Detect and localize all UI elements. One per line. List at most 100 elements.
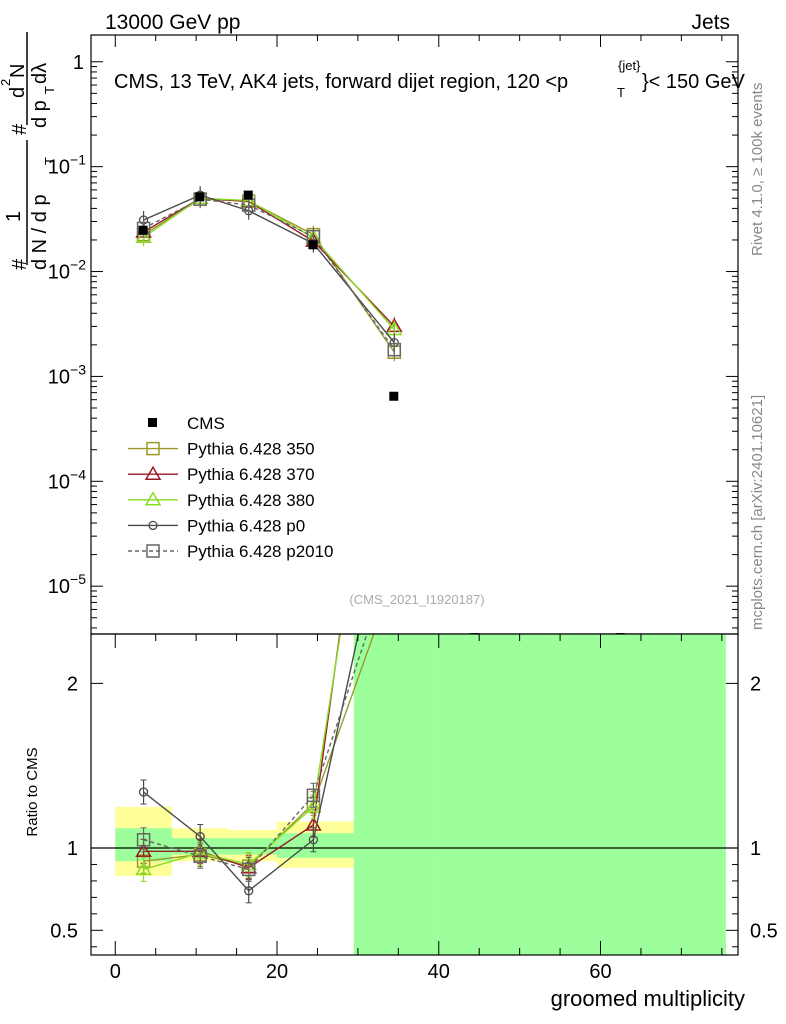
ratio-axes-layer: 0 20 40 60 0.5 0.5 1 1 2 2 — [50, 633, 778, 983]
legend: CMS Pythia 6.428 350 Pythia 6.428 370 Pythi… — [128, 414, 334, 561]
ylabel-den2-tail: dλ — [29, 63, 51, 84]
x-tick-label: 40 — [428, 961, 450, 983]
series-pythia-6-428-380-point — [135, 228, 152, 244]
ylabel-num-sup: 2 — [0, 79, 13, 86]
header-energy-label: 13000 GeV pp — [105, 11, 240, 34]
main-y-tick-label: 1 — [73, 52, 84, 74]
ratio-series-layer — [135, 634, 375, 904]
main-y-tick-label-base: 10 — [48, 576, 70, 598]
series-pythia-6-428-380-line — [143, 197, 395, 330]
legend-entry-pythia-6-428-370-marker — [144, 465, 162, 480]
legend-entry-pythia-6-428-370-label: Pythia 6.428 370 — [187, 465, 315, 484]
ratio-series-pythia-6-428-380-point — [135, 860, 152, 876]
main-y-tick-label: 10−4 — [48, 466, 86, 493]
plot-title-sup: {jet} — [618, 58, 641, 73]
ratio-y-axis-label: Ratio to CMS — [24, 747, 41, 836]
ylabel-num-n: N — [7, 64, 29, 78]
legend-entry-pythia-6-428-370: Pythia 6.428 370 — [128, 465, 315, 484]
ratio-series-pythia-6-428-p2010-point — [193, 849, 207, 863]
ylabel-hash-1: # — [9, 258, 31, 270]
ratio-stat-uncertainty-band — [438, 634, 726, 955]
ratio-y-tick-label-right: 0.5 — [750, 920, 778, 942]
legend-marker-cms — [148, 418, 157, 427]
ratio-stat-uncertainty-band — [353, 634, 439, 955]
mcplots-source-label: mcplots.cern.ch [arXiv:2401.10621] — [749, 395, 766, 630]
main-y-tick-label: 10−2 — [48, 257, 86, 284]
main-y-tick-label-base: 10 — [48, 366, 70, 388]
legend-entry-pythia-6-428-380: Pythia 6.428 380 — [128, 491, 315, 510]
cms-data-point — [308, 240, 318, 250]
x-tick-label: 0 — [110, 961, 121, 983]
series-pythia-6-428-p2010-point — [387, 342, 402, 357]
main-y-tick-label-exp: −1 — [70, 152, 86, 168]
legend-entry-pythia-6-428-350: Pythia 6.428 350 — [128, 440, 315, 459]
cms-data-point — [389, 391, 399, 401]
ratio-bands-layer — [91, 634, 738, 955]
main-y-tick-label: 10−3 — [48, 361, 86, 388]
series-pythia-6-428-370-line — [143, 197, 395, 327]
legend-entry-pythia-6-428-350-label: Pythia 6.428 350 — [187, 440, 315, 459]
ratio-series-pythia-6-428-p0-point — [138, 787, 149, 797]
ratio-series-pythia-6-428-p0-point — [244, 886, 254, 896]
legend-entry-pythia-6-428-p0: Pythia 6.428 p0 — [128, 516, 305, 535]
main-clipped-series — [135, 186, 625, 634]
legend-entry-pythia-6-428-380-marker — [144, 491, 162, 506]
main-y-tick-label-exp: −3 — [70, 361, 86, 377]
x-tick-label: 20 — [266, 961, 288, 983]
legend-entry-pythia-6-428-p2010-label: Pythia 6.428 p2010 — [187, 542, 334, 561]
ylabel-hash-2: # — [9, 123, 31, 135]
ratio-series-pythia-6-428-p0-point — [195, 831, 205, 842]
ratio-frame — [90, 633, 739, 956]
series-pythia-6-428-350-line — [143, 198, 395, 353]
ratio-panel: 0 20 40 60 0.5 0.5 1 1 2 2 — [50, 633, 778, 983]
ratio-series-pythia-6-428-p2010-point — [136, 833, 151, 847]
ratio-y-tick-label-right: 1 — [750, 838, 761, 860]
legend-entry-cms-label: CMS — [187, 414, 225, 433]
main-y-tick-label-base: 10 — [48, 471, 70, 493]
ratio-series-pythia-6-428-370-point — [135, 842, 152, 858]
rivet-version-label: Rivet 4.1.0, ≥ 100k events — [749, 83, 766, 256]
ratio-series-pythia-6-428-p2010-point — [241, 862, 256, 877]
main-y-axis-label: # 1 d N / d p T # d 2 N d p T dλ — [0, 32, 57, 270]
main-y-tick-label-base: 10 — [48, 262, 70, 284]
ratio-series-clipped — [135, 634, 375, 904]
legend-entry-pythia-6-428-350-marker — [146, 441, 160, 456]
legend-entry-pythia-6-428-p2010-marker — [146, 544, 160, 558]
ratio-series-pythia-6-428-p0-point — [308, 835, 319, 845]
main-axes-layer: 110−110−210−310−410−5 — [48, 34, 739, 635]
ylabel-den-sub: T — [42, 157, 57, 165]
ylabel-den: d N / d p — [29, 194, 51, 270]
legend-entry-pythia-6-428-p0-label: Pythia 6.428 p0 — [187, 516, 305, 535]
x-axis-label: groomed multiplicity — [551, 986, 745, 1011]
main-y-tick-label: 10−5 — [48, 571, 86, 598]
ratio-series-pythia-6-428-p2010 — [136, 634, 368, 882]
series-pythia-6-428-350 — [136, 190, 402, 362]
ylabel-den2: d p — [29, 100, 51, 128]
ratio-bands-clipped — [91, 634, 738, 955]
ratio-series-pythia-6-428-p2010-point — [306, 788, 321, 803]
main-y-tick-label-exp: −2 — [70, 257, 86, 273]
ylabel-num-d: d — [7, 87, 29, 98]
plot-title-sub: T — [617, 85, 625, 100]
cms-data-point — [243, 190, 253, 200]
main-y-tick-label-base: 10 — [48, 157, 70, 179]
legend-entry-cms: CMS — [148, 414, 225, 433]
series-pythia-6-428-p0-line — [143, 194, 395, 344]
cms-data-point — [138, 225, 148, 235]
ratio-y-tick-label: 1 — [67, 838, 78, 860]
header-process-label: Jets — [691, 11, 730, 34]
ylabel-one: 1 — [3, 211, 25, 222]
ratio-y-tick-label: 0.5 — [50, 920, 78, 942]
x-tick-label: 60 — [589, 961, 611, 983]
plot-title-main: CMS, 13 TeV, AK4 jets, forward dijet reg… — [114, 71, 568, 93]
ratio-y-tick-label-right: 2 — [750, 673, 761, 695]
plot-title-tail: }< 150 GeV — [642, 71, 746, 93]
plot-title: CMS, 13 TeV, AK4 jets, forward dijet reg… — [114, 58, 746, 100]
ylabel-den2-sub: T — [42, 86, 57, 94]
series-pythia-6-428-p2010 — [136, 190, 402, 359]
ratio-series-pythia-6-428-p0 — [138, 634, 360, 904]
ratio-series-pythia-6-428-380-point — [305, 798, 322, 813]
ratio-y-tick-label: 2 — [67, 673, 78, 695]
